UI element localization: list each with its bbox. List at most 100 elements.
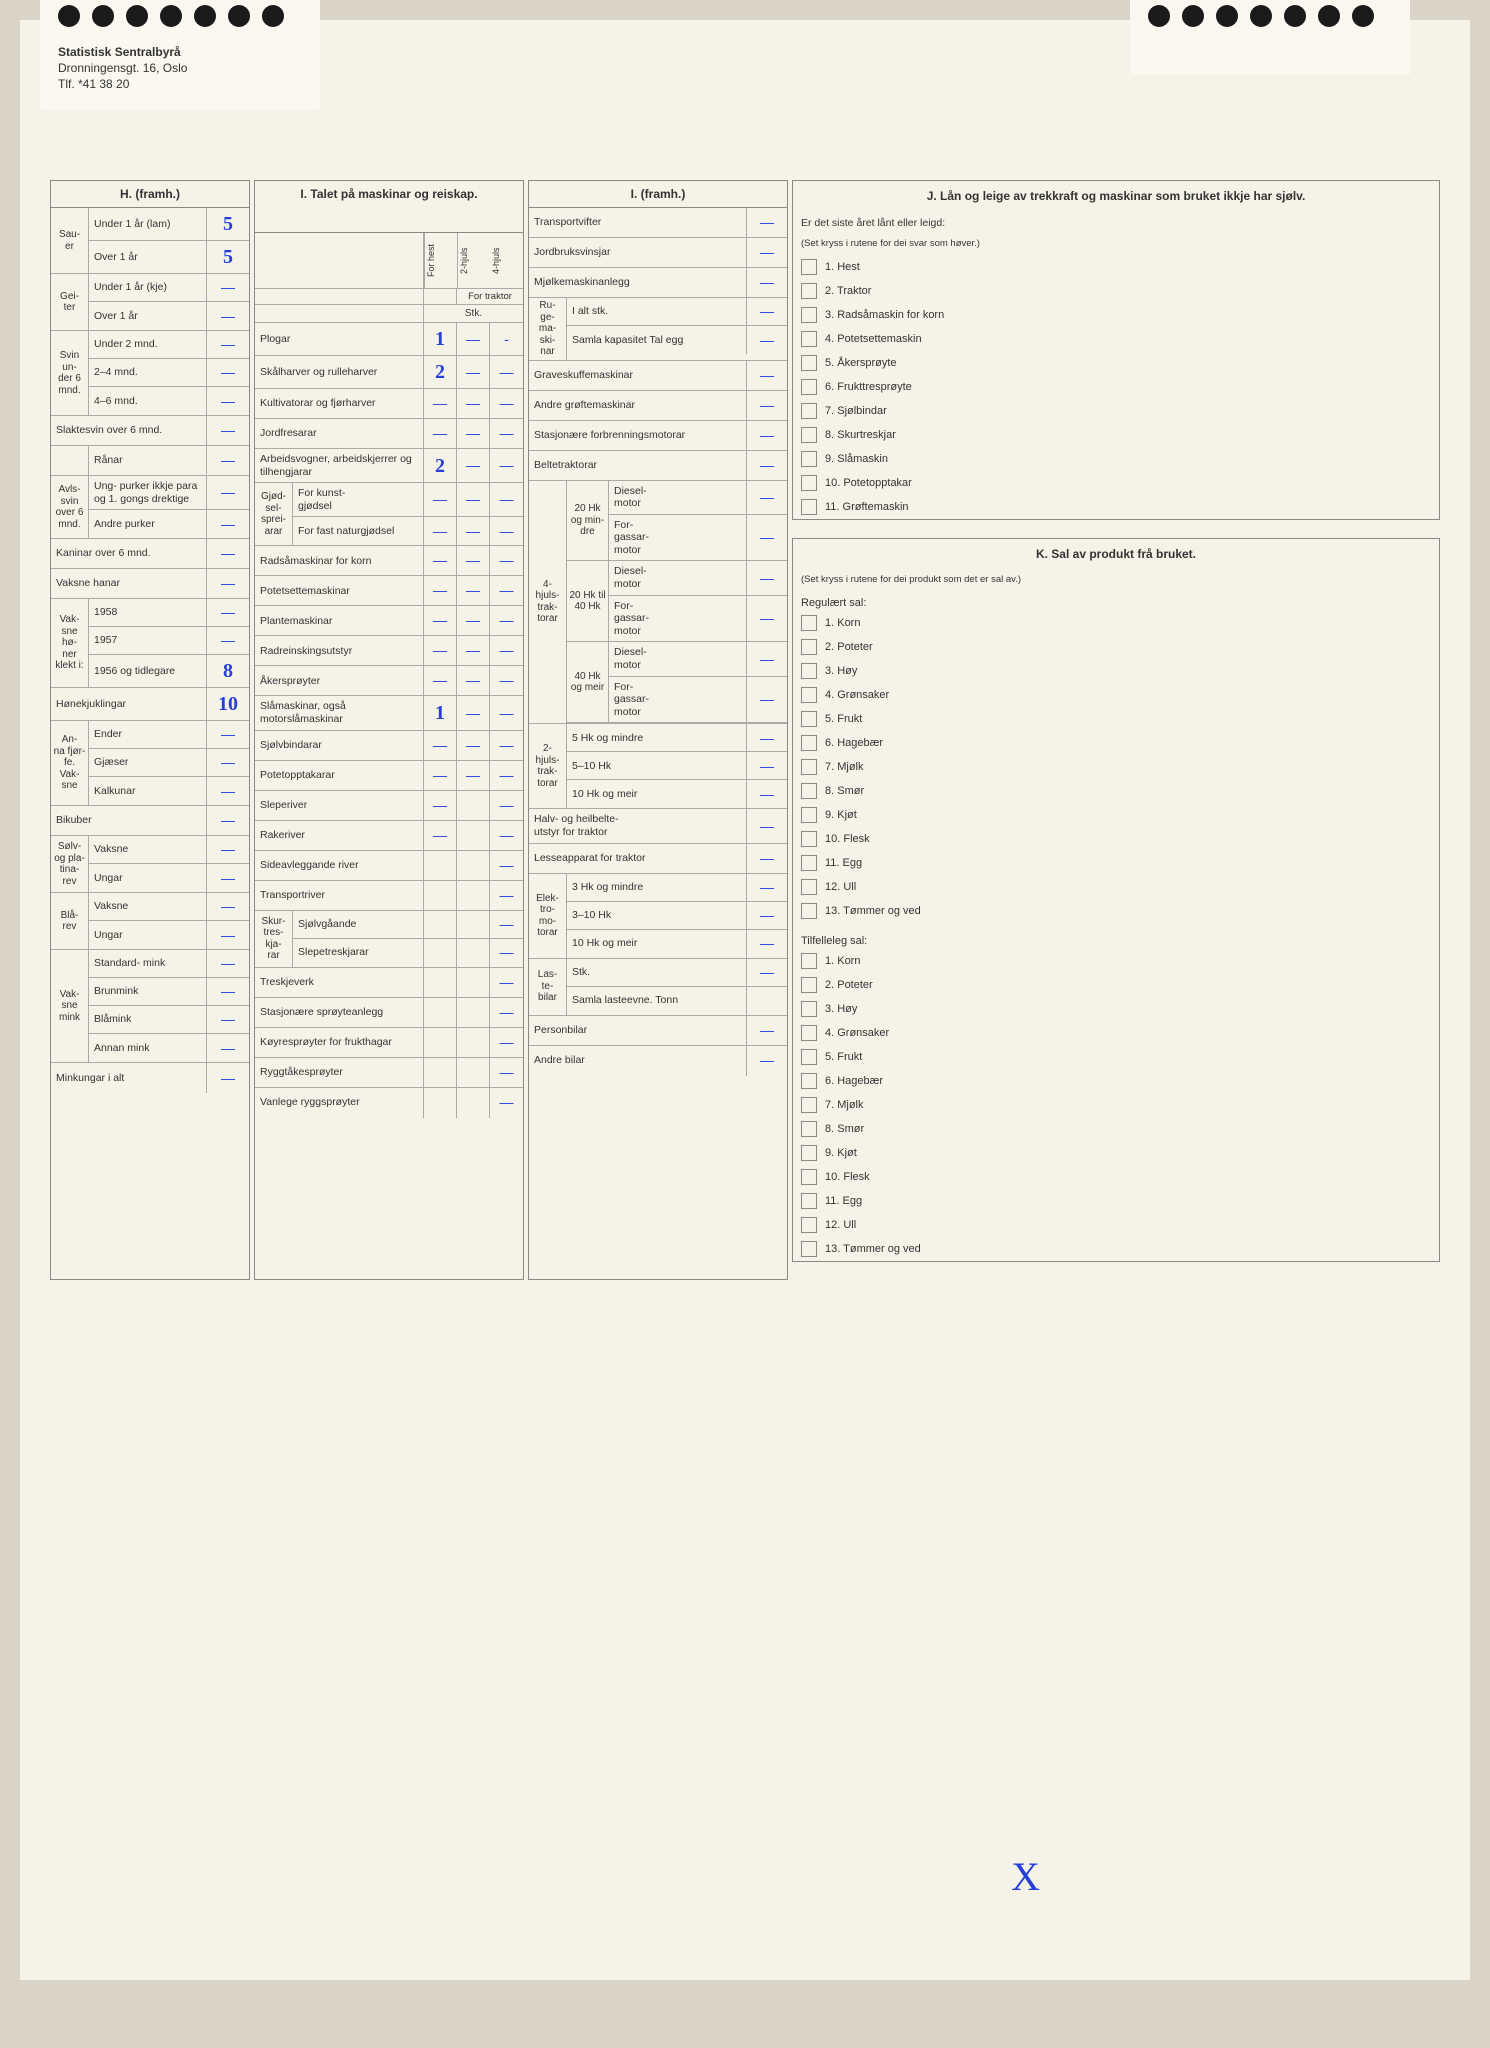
- i1-label: Plantemaskinar: [255, 606, 424, 635]
- i1-val: [457, 1088, 490, 1118]
- checkbox[interactable]: [801, 355, 817, 371]
- checkbox[interactable]: [801, 1241, 817, 1257]
- checkbox[interactable]: [801, 1025, 817, 1041]
- checkbox[interactable]: [801, 307, 817, 323]
- i2-subrow: For-gassar-motor —: [609, 677, 787, 723]
- punch-hole: [262, 5, 284, 27]
- i1-label: Skålharver og rulleharver: [255, 356, 424, 388]
- h-subrow: Ungar —: [89, 864, 249, 892]
- i2-label: 10 Hk og meir: [567, 780, 747, 808]
- checkbox[interactable]: [801, 663, 817, 679]
- h-subrow: Ungar —: [89, 921, 249, 949]
- i1-val: —: [490, 606, 523, 635]
- i1-val: —: [490, 939, 523, 967]
- h-subrow: Over 1 år 5: [89, 241, 249, 273]
- i1-val: [424, 881, 457, 910]
- h-value: —: [207, 777, 249, 805]
- i2-label: I alt stk.: [567, 298, 747, 325]
- checkbox[interactable]: [801, 783, 817, 799]
- checkbox[interactable]: [801, 1049, 817, 1065]
- checkbox[interactable]: [801, 1001, 817, 1017]
- checkbox[interactable]: [801, 953, 817, 969]
- i2-label: Graveskuffemaskinar: [529, 361, 747, 390]
- i2-subrow: I alt stk. —: [567, 298, 787, 326]
- i2-group: Las-te-bilar Stk. — Samla lasteevne. Ton…: [529, 959, 787, 1016]
- i2-value: —: [747, 809, 787, 842]
- checkbox[interactable]: [801, 1217, 817, 1233]
- checklist-item: 3. Radsåmaskin for korn: [793, 303, 1439, 327]
- i2-label: For-gassar-motor: [609, 677, 747, 723]
- checkbox[interactable]: [801, 1193, 817, 1209]
- checkbox[interactable]: [801, 499, 817, 515]
- checkbox[interactable]: [801, 427, 817, 443]
- checkbox[interactable]: [801, 687, 817, 703]
- section-j: J. Lån og leige av trekkraft og maskinar…: [792, 180, 1440, 520]
- checkbox[interactable]: [801, 1145, 817, 1161]
- punch-hole: [1216, 5, 1238, 27]
- h-value: —: [207, 302, 249, 330]
- i2-row: Jordbruksvinsjar —: [529, 238, 787, 268]
- checkbox[interactable]: [801, 259, 817, 275]
- checkbox[interactable]: [801, 379, 817, 395]
- h-row: Bikuber —: [51, 806, 249, 836]
- i1-val: —: [490, 1088, 523, 1118]
- i1-val: 1: [424, 696, 457, 729]
- h-group-side: Sau-er: [51, 208, 89, 273]
- i1-val: -: [490, 323, 523, 355]
- checkbox[interactable]: [801, 451, 817, 467]
- checkbox[interactable]: [801, 807, 817, 823]
- h-subrow: Andre purker —: [89, 510, 249, 538]
- i1-val: —: [457, 696, 490, 729]
- i1-col-4hjuls: 4-hjuls: [490, 233, 523, 288]
- checkbox[interactable]: [801, 735, 817, 751]
- h-value: —: [207, 1006, 249, 1033]
- org-name: Statistisk Sentralbyrå: [58, 44, 302, 60]
- punch-hole: [1182, 5, 1204, 27]
- i1-col-2hjuls: 2-hjuls: [457, 233, 490, 288]
- checklist-item: 9. Slåmaskin: [793, 447, 1439, 471]
- tab-left: Statistisk Sentralbyrå Dronningensgt. 16…: [40, 0, 320, 110]
- checkbox[interactable]: [801, 759, 817, 775]
- checkbox[interactable]: [801, 1121, 817, 1137]
- checkbox[interactable]: [801, 403, 817, 419]
- h-label: 1958: [89, 599, 207, 626]
- i1-label: Køyresprøyter for frukthagar: [255, 1028, 424, 1057]
- punch-hole: [1352, 5, 1374, 27]
- checkbox[interactable]: [801, 475, 817, 491]
- checkbox[interactable]: [801, 283, 817, 299]
- h-value: —: [207, 476, 249, 509]
- checkbox[interactable]: [801, 1169, 817, 1185]
- section-k-title: K. Sal av produkt frå bruket.: [793, 539, 1439, 571]
- checkbox[interactable]: [801, 711, 817, 727]
- i1-label: For fast naturgjødsel: [293, 517, 424, 545]
- checklist-item: 1. Korn: [793, 949, 1439, 973]
- checklist-item: 8. Smør: [793, 1117, 1439, 1141]
- section-h-title: H. (framh.): [51, 181, 249, 208]
- h-value: —: [207, 864, 249, 892]
- checkbox[interactable]: [801, 855, 817, 871]
- i2-group: 2-hjuls-trak-torar 5 Hk og mindre — 5–10…: [529, 724, 787, 809]
- checkbox[interactable]: [801, 903, 817, 919]
- h-row: Hønekjuklingar 10: [51, 688, 249, 721]
- checklist-label: 11. Egg: [825, 1195, 862, 1207]
- checkbox[interactable]: [801, 1073, 817, 1089]
- checklist-item: 2. Traktor: [793, 279, 1439, 303]
- h-label: Blåmink: [89, 1006, 207, 1033]
- i1-stk-label: Stk.: [424, 305, 523, 322]
- i1-row: Køyresprøyter for frukthagar —: [255, 1028, 523, 1058]
- section-j-title: J. Lån og leige av trekkraft og maskinar…: [793, 181, 1439, 213]
- i1-group: Skur-tres-kja-rar Sjølvgåande — Slepetre…: [255, 911, 523, 968]
- i2-row: Mjølkemaskinanlegg —: [529, 268, 787, 298]
- checkbox[interactable]: [801, 879, 817, 895]
- checkbox[interactable]: [801, 331, 817, 347]
- checkbox[interactable]: [801, 615, 817, 631]
- checkbox[interactable]: [801, 831, 817, 847]
- i1-row: Sideavleggande river —: [255, 851, 523, 881]
- h-value: —: [207, 416, 249, 445]
- checkbox[interactable]: [801, 977, 817, 993]
- checkbox[interactable]: [801, 639, 817, 655]
- i2-label: 10 Hk og meir: [567, 930, 747, 958]
- h-group: Gei-ter Under 1 år (kje) — Over 1 år —: [51, 274, 249, 331]
- i1-val: 1: [424, 323, 457, 355]
- checkbox[interactable]: [801, 1097, 817, 1113]
